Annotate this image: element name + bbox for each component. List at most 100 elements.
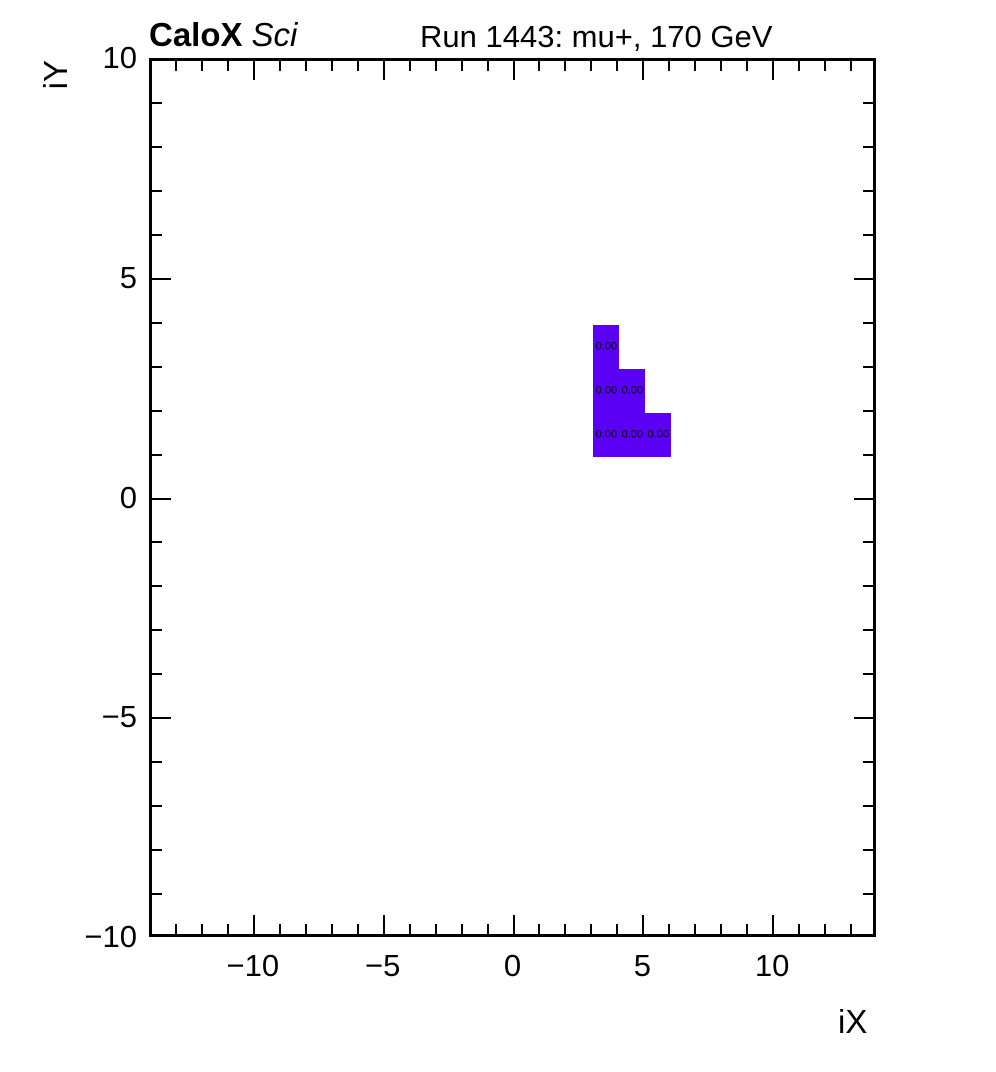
- y-axis-tick: [854, 717, 874, 720]
- x-axis-tick: [200, 924, 203, 935]
- x-axis-tick: [668, 924, 671, 935]
- y-axis-tick: [863, 673, 874, 676]
- heatmap-cell-label: 0.00: [621, 384, 644, 397]
- x-axis-tick: [850, 924, 853, 935]
- x-axis-tick: [382, 915, 385, 935]
- x-axis-tick: [642, 915, 645, 935]
- x-axis-tick: [226, 60, 229, 71]
- x-axis-tick: [720, 924, 723, 935]
- y-tick-label: 0: [119, 479, 137, 515]
- heatmap-cell-label: 0.00: [595, 384, 618, 397]
- x-axis-tick: [278, 924, 281, 935]
- x-axis-tick: [174, 924, 177, 935]
- x-axis-tick: [538, 924, 541, 935]
- x-axis-tick: [850, 60, 853, 71]
- plot-frame: 0.00 0.00 0.00 0.00 0.00 0.00: [149, 58, 876, 937]
- x-axis-tick: [252, 60, 255, 80]
- y-axis-tick: [151, 409, 162, 412]
- heatmap-cell: [593, 324, 620, 369]
- y-axis-tick: [854, 277, 874, 280]
- x-axis-tick: [408, 924, 411, 935]
- x-axis-tick: [200, 60, 203, 71]
- x-tick-label: −10: [226, 948, 280, 983]
- y-axis-tick: [863, 365, 874, 368]
- x-tick-label: −5: [364, 948, 401, 983]
- y-axis-tick: [151, 893, 162, 896]
- x-axis-tick: [486, 924, 489, 935]
- x-tick-label: 10: [754, 948, 790, 983]
- y-axis-tick: [863, 893, 874, 896]
- x-axis-tick: [434, 924, 437, 935]
- y-tick-label: −10: [84, 919, 137, 954]
- y-axis-tick: [151, 629, 162, 632]
- y-axis-tick: [151, 453, 162, 456]
- x-axis-tick: [460, 924, 463, 935]
- y-axis-tick: [151, 277, 171, 280]
- heatmap-cell: [619, 412, 646, 457]
- heatmap-cell-label: 0.00: [595, 340, 618, 353]
- x-axis-tick: [252, 915, 255, 935]
- x-axis-tick: [460, 60, 463, 71]
- x-axis-tick: [304, 924, 307, 935]
- y-axis-tick: [151, 101, 162, 104]
- y-axis-tick: [151, 849, 162, 852]
- x-axis-tick: [694, 924, 697, 935]
- x-axis-tick: [694, 60, 697, 71]
- y-axis-tick: [863, 321, 874, 324]
- x-axis-tick: [330, 60, 333, 71]
- y-axis-tick: [863, 189, 874, 192]
- y-axis-tick: [151, 497, 171, 500]
- y-axis-tick: [863, 409, 874, 412]
- y-axis-tick: [863, 585, 874, 588]
- y-tick-label: 5: [119, 259, 137, 295]
- y-axis-tick: [863, 849, 874, 852]
- y-axis-tick: [151, 321, 162, 324]
- x-axis-tick: [304, 60, 307, 71]
- y-axis-tick: [863, 233, 874, 236]
- x-axis-tick: [226, 924, 229, 935]
- x-axis-tick: [590, 924, 593, 935]
- x-axis-tick: [434, 60, 437, 71]
- y-axis-tick: [863, 145, 874, 148]
- x-axis-tick: [486, 60, 489, 71]
- y-axis-tick: [151, 365, 162, 368]
- x-axis-tick: [590, 60, 593, 71]
- heatmap-cell: [593, 412, 620, 457]
- y-axis-tick: [151, 805, 162, 808]
- y-axis-tick: [151, 233, 162, 236]
- y-tick-label: 10: [102, 40, 137, 75]
- x-axis-tick: [772, 60, 775, 80]
- x-axis-tick: [356, 60, 359, 71]
- x-axis-tick: [642, 60, 645, 80]
- x-axis-tick: [538, 60, 541, 71]
- x-tick-label: 5: [633, 948, 651, 983]
- x-axis-tick: [512, 60, 515, 80]
- y-axis-tick: [854, 497, 874, 500]
- heatmap-cell: [645, 412, 672, 457]
- heatmap-cell-label: 0.00: [621, 428, 644, 441]
- heatmap-cell-label: 0.00: [595, 428, 618, 441]
- y-tick-label: −5: [101, 699, 137, 735]
- x-axis-title: iX: [838, 1003, 868, 1040]
- y-axis-tick: [151, 585, 162, 588]
- experiment-header: CaloX Sci: [149, 16, 297, 54]
- y-axis-tick: [863, 761, 874, 764]
- x-axis-tick: [278, 60, 281, 71]
- x-tick-label: 0: [503, 948, 522, 983]
- y-axis-tick: [863, 101, 874, 104]
- x-axis-tick: [798, 60, 801, 71]
- x-axis-tick: [382, 60, 385, 80]
- heatmap-cell: [619, 368, 646, 413]
- x-axis-tick: [824, 924, 827, 935]
- x-axis-tick: [746, 924, 749, 935]
- x-axis-tick: [772, 915, 775, 935]
- experiment-name: CaloX: [149, 16, 243, 53]
- x-axis-tick: [668, 60, 671, 71]
- x-axis-tick: [824, 60, 827, 71]
- x-axis-tick: [616, 924, 619, 935]
- subdetector-name: Sci: [251, 16, 298, 53]
- y-axis-tick: [863, 805, 874, 808]
- heatmap-cell: [593, 368, 620, 413]
- y-axis-tick: [151, 673, 162, 676]
